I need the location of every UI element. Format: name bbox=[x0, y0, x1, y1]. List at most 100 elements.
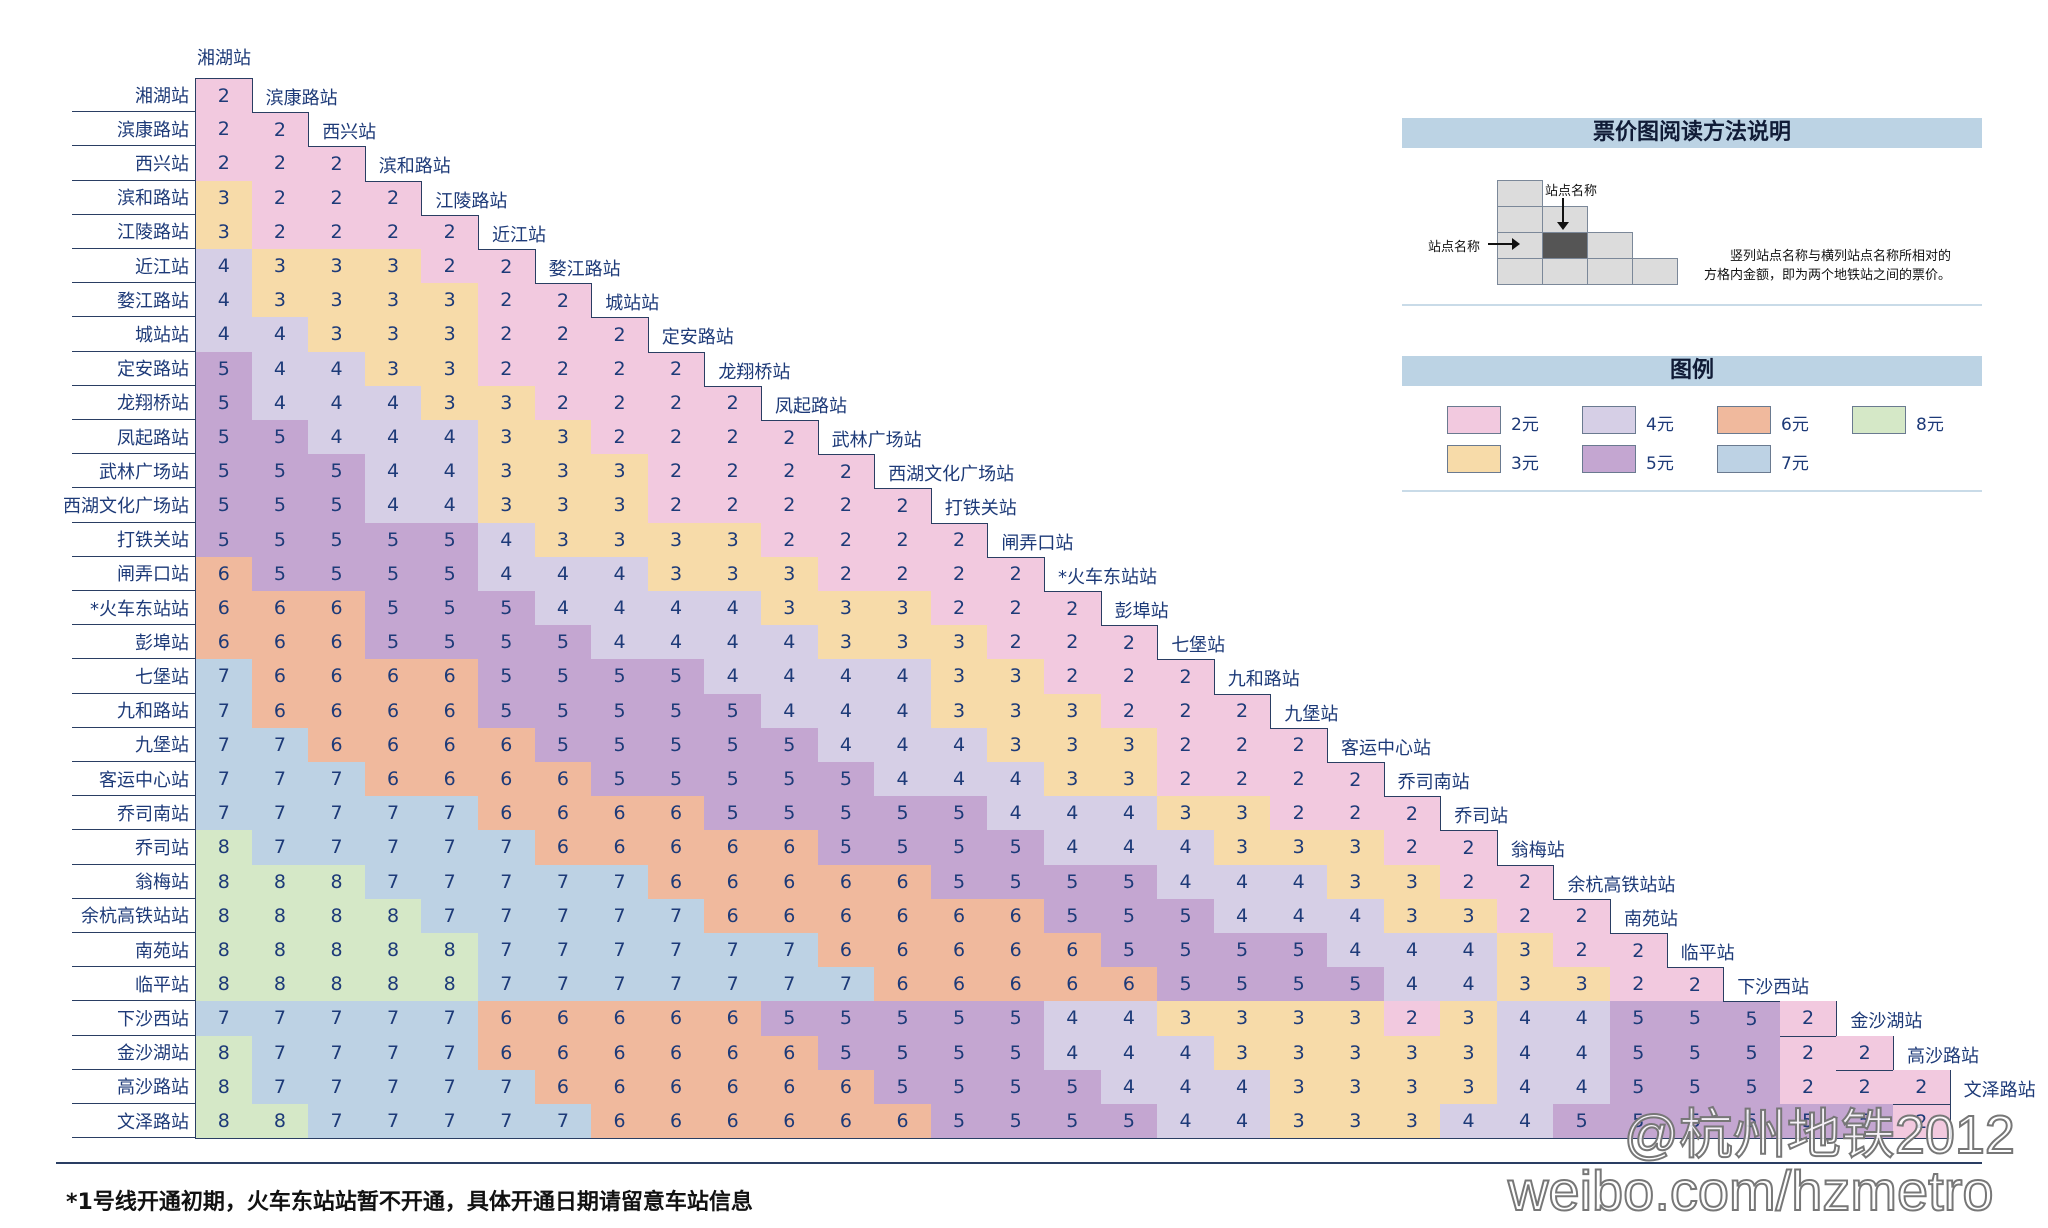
fare-cell: 2 bbox=[761, 488, 819, 524]
fare-cell: 8 bbox=[364, 898, 423, 934]
fare-cell: 2 bbox=[421, 249, 479, 285]
fare-cell: 3 bbox=[478, 488, 536, 524]
fare-cell: 3 bbox=[1213, 830, 1272, 866]
fare-cell: 5 bbox=[308, 488, 366, 524]
fare-cell: 7 bbox=[364, 864, 423, 900]
fare-cell: 6 bbox=[251, 591, 310, 627]
legend-title: 图例 bbox=[1402, 356, 1982, 386]
row-label: 乔司南站 bbox=[72, 796, 195, 831]
fare-cell: 3 bbox=[704, 522, 762, 558]
fare-cell: 3 bbox=[1383, 1069, 1442, 1105]
fare-cell: 5 bbox=[704, 693, 762, 729]
fare-cell: 2 bbox=[591, 351, 649, 387]
guide-arrow-right-head bbox=[1512, 238, 1520, 250]
fare-cell: 7 bbox=[421, 1069, 479, 1105]
fare-cell: 6 bbox=[761, 1069, 819, 1105]
fare-cell: 5 bbox=[987, 1001, 1045, 1037]
fare-cell: 2 bbox=[647, 420, 706, 456]
fare-cell: 5 bbox=[704, 796, 762, 832]
fare-cell: 4 bbox=[478, 522, 536, 558]
fare-cell: 3 bbox=[1270, 1104, 1328, 1140]
fare-cell: 3 bbox=[364, 351, 423, 387]
fare-cell: 2 bbox=[761, 420, 819, 456]
fare-cell: 2 bbox=[1836, 1035, 1894, 1071]
column-label: 滨和路站 bbox=[378, 156, 451, 178]
fare-cell: 6 bbox=[930, 933, 989, 969]
fare-cell: 6 bbox=[874, 933, 932, 969]
fare-cell: 7 bbox=[421, 830, 479, 866]
fare-cell: 5 bbox=[761, 727, 819, 763]
fare-cell: 4 bbox=[704, 625, 762, 661]
fare-cell: 5 bbox=[761, 796, 819, 832]
fare-cell: 2 bbox=[1383, 830, 1442, 866]
fare-cell: 7 bbox=[591, 933, 649, 969]
fare-cell: 2 bbox=[987, 625, 1045, 661]
fare-cell: 5 bbox=[1270, 933, 1328, 969]
fare-cell: 8 bbox=[195, 1035, 253, 1071]
fare-cell: 5 bbox=[251, 488, 310, 524]
fare-cell: 2 bbox=[1440, 864, 1498, 900]
fare-cell: 5 bbox=[1553, 1104, 1611, 1140]
fare-cell: 5 bbox=[478, 625, 536, 661]
fare-cell: 6 bbox=[987, 933, 1045, 969]
fare-cell: 4 bbox=[1213, 898, 1272, 934]
fare-cell: 2 bbox=[1100, 659, 1159, 695]
fare-cell: 8 bbox=[308, 967, 366, 1003]
fare-cell: 2 bbox=[930, 591, 989, 627]
fare-cell: 7 bbox=[251, 830, 310, 866]
fare-cell: 6 bbox=[534, 830, 593, 866]
fare-cell: 8 bbox=[195, 967, 253, 1003]
row-label: 武林广场站 bbox=[72, 454, 195, 489]
fare-cell: 2 bbox=[1213, 762, 1272, 798]
fare-cell: 4 bbox=[364, 488, 423, 524]
fare-cell: 3 bbox=[1383, 898, 1442, 934]
fare-cell: 5 bbox=[1044, 1069, 1102, 1105]
fare-cell: 5 bbox=[478, 591, 536, 627]
fare-cell: 5 bbox=[1723, 1104, 1781, 1140]
fare-cell: 8 bbox=[195, 1104, 253, 1140]
fare-cell: 3 bbox=[478, 454, 536, 490]
fare-cell: 3 bbox=[195, 180, 253, 216]
fare-cell: 2 bbox=[647, 385, 706, 421]
fare-cell: 5 bbox=[591, 727, 649, 763]
fare-cell: 7 bbox=[364, 796, 423, 832]
fare-cell: 5 bbox=[761, 1001, 819, 1037]
fare-cell: 6 bbox=[874, 864, 932, 900]
row-label: 临平站 bbox=[72, 967, 195, 1002]
fare-cell: 5 bbox=[930, 796, 989, 832]
row-label: 城站站 bbox=[72, 317, 195, 352]
fare-cell: 4 bbox=[647, 591, 706, 627]
fare-cell: 5 bbox=[987, 830, 1045, 866]
fare-cell: 4 bbox=[1213, 1104, 1272, 1140]
fare-cell: 4 bbox=[1100, 1069, 1159, 1105]
fare-cell: 4 bbox=[1496, 1104, 1555, 1140]
fare-cell: 3 bbox=[987, 727, 1045, 763]
fare-cell: 3 bbox=[1327, 1035, 1385, 1071]
fare-cell: 5 bbox=[1213, 933, 1272, 969]
fare-cell: 5 bbox=[364, 625, 423, 661]
fare-cell: 2 bbox=[647, 454, 706, 490]
fare-cell: 3 bbox=[421, 351, 479, 387]
fare-cell: 3 bbox=[1327, 830, 1385, 866]
fare-cell: 7 bbox=[251, 727, 310, 763]
fare-cell: 2 bbox=[1893, 1104, 1951, 1140]
column-label: 武林广场站 bbox=[831, 430, 922, 451]
fare-cell: 4 bbox=[987, 796, 1045, 832]
watermark-line-2: weibo.com/hzmetro bbox=[1507, 1158, 1995, 1223]
legend-label: 2元 bbox=[1511, 415, 1539, 435]
fare-cell: 5 bbox=[817, 1001, 876, 1037]
fare-cell: 8 bbox=[364, 933, 423, 969]
fare-cell: 2 bbox=[1157, 727, 1215, 763]
fare-cell: 2 bbox=[704, 488, 762, 524]
fare-cell: 6 bbox=[421, 762, 479, 798]
fare-cell: 2 bbox=[364, 214, 423, 250]
fare-cell: 5 bbox=[1666, 1104, 1725, 1140]
fare-cell: 3 bbox=[1044, 762, 1102, 798]
guide-demo-cell bbox=[1497, 232, 1543, 259]
fare-cell: 6 bbox=[478, 1001, 536, 1037]
fare-cell: 7 bbox=[421, 864, 479, 900]
fare-cell: 4 bbox=[1157, 864, 1215, 900]
fare-cell: 3 bbox=[930, 693, 989, 729]
fare-cell: 2 bbox=[874, 522, 932, 558]
